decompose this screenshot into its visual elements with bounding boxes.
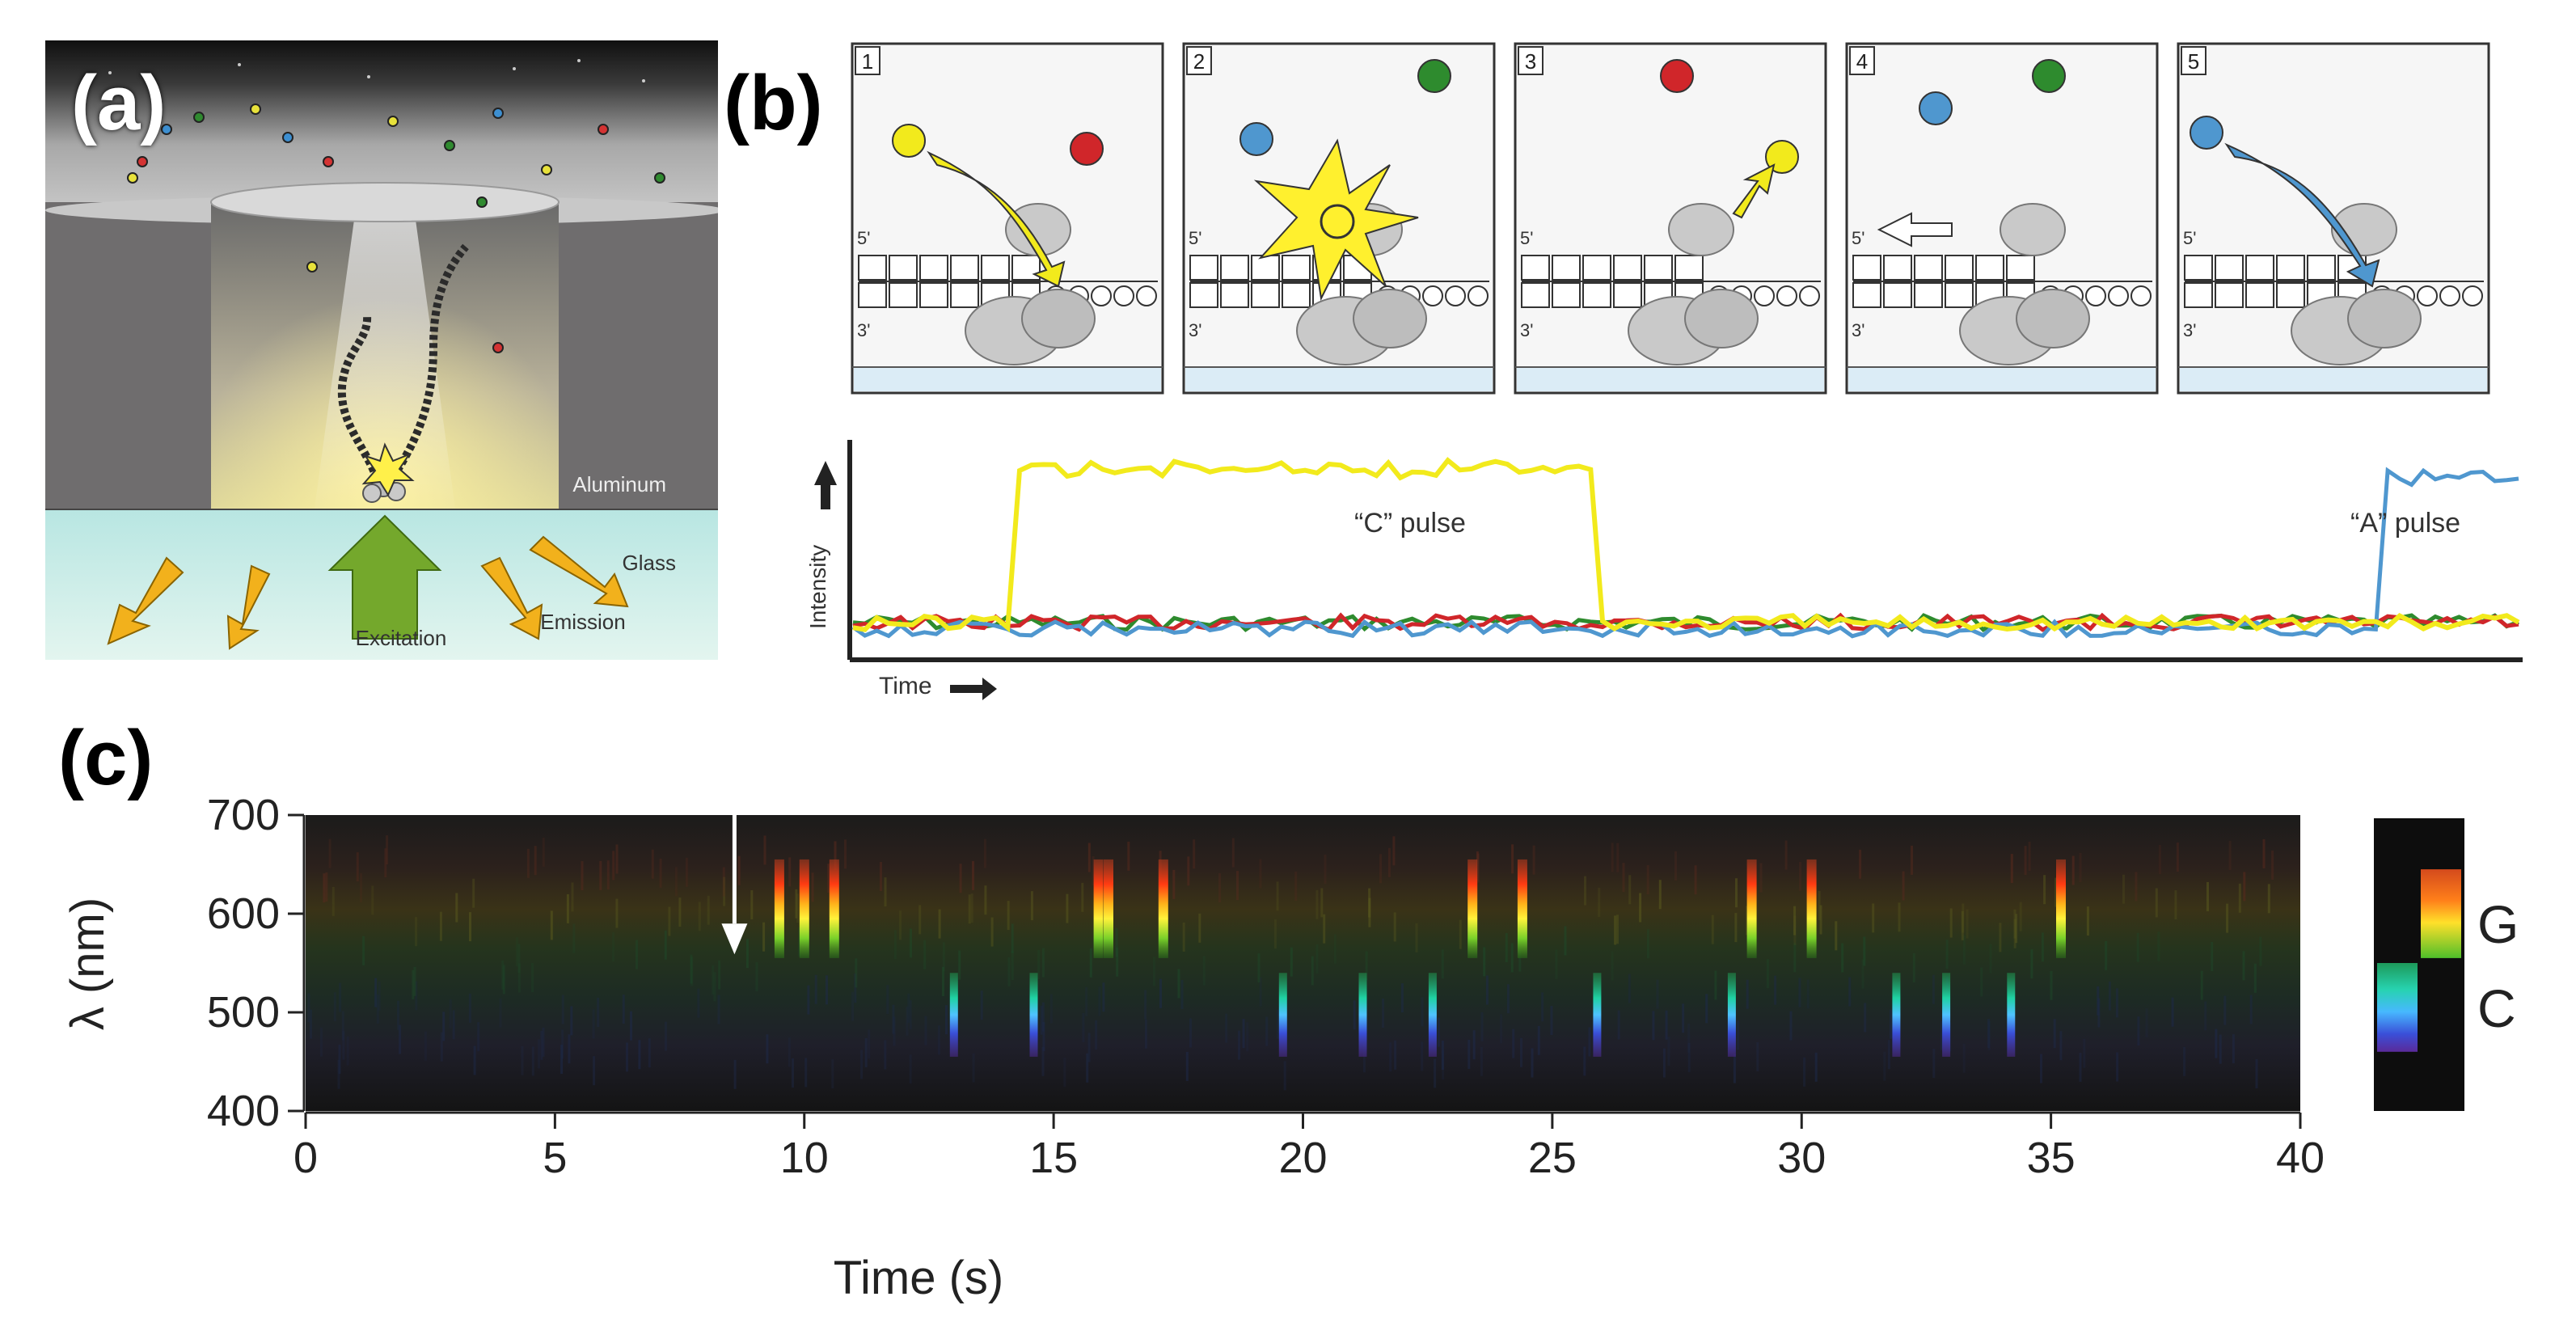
legend-c-swatch xyxy=(2377,963,2418,1052)
c-pulse xyxy=(1358,973,1367,1057)
c-pulse xyxy=(1892,973,1901,1057)
x-axis-label: Time (s) xyxy=(834,1252,1003,1304)
c-pulse xyxy=(1942,973,1951,1057)
event-arrow-head xyxy=(721,923,748,955)
c-pulse xyxy=(1428,973,1437,1057)
heatmap-background xyxy=(306,815,2300,1111)
trace-blue xyxy=(851,467,2519,639)
glass-label: Glass xyxy=(623,551,676,575)
g-pulse xyxy=(774,859,784,958)
x-tick-label: 10 xyxy=(780,1134,829,1182)
heatmap-noise xyxy=(307,835,2274,1091)
legend-label-g: G xyxy=(2477,894,2519,954)
step-box-1: 1 5' 3' xyxy=(851,42,1164,395)
three-prime-label: 3' xyxy=(857,320,870,340)
y-tick-label: 700 xyxy=(207,791,280,839)
intensity-label: Intensity xyxy=(805,545,830,629)
heatmap-legend: GC xyxy=(2374,818,2519,1111)
step-box-2: 2 5' 3' xyxy=(1182,42,1496,395)
five-prime-label: 5' xyxy=(1852,228,1864,248)
legend-g-swatch xyxy=(2421,869,2461,958)
x-tick-label: 40 xyxy=(2276,1134,2325,1182)
y-tick-label: 600 xyxy=(207,889,280,938)
panel-a-illustration: Aluminum Glass Excitation Emission xyxy=(45,40,718,660)
five-prime-label: 5' xyxy=(857,228,870,248)
five-prime-label: 5' xyxy=(1189,228,1201,248)
c-pulse xyxy=(1278,973,1287,1057)
five-prime-label: 5' xyxy=(2183,228,2196,248)
step-box-4: 4 5' 3' xyxy=(1845,42,2159,395)
legend-label-c: C xyxy=(2477,978,2516,1038)
step-number: 4 xyxy=(1856,49,1868,74)
panel-a-letter: (a) xyxy=(71,60,167,146)
time-label: Time xyxy=(879,673,932,699)
excitation-label: Excitation xyxy=(356,626,447,650)
emission-label: Emission xyxy=(540,610,625,634)
x-tick-label: 0 xyxy=(293,1134,318,1182)
panel-b-letter: (b) xyxy=(724,60,823,146)
x-tick-label: 25 xyxy=(1528,1134,1577,1182)
heatmap-axes: 0 5 10 15 20 25 30 35 40 700 600 500 400 xyxy=(207,791,2325,1182)
step-box-5: 5 5' 3' xyxy=(2177,42,2490,395)
g-pulse xyxy=(1158,859,1168,958)
three-prime-label: 3' xyxy=(2183,320,2196,340)
three-prime-label: 3' xyxy=(1520,320,1533,340)
g-pulse xyxy=(1093,859,1104,958)
aluminum-label: Aluminum xyxy=(572,472,666,496)
panel-b-trace: Intensity Time “C” pulse “A” pulse xyxy=(788,420,2535,712)
x-tick-label: 30 xyxy=(1777,1134,1826,1182)
c-pulse xyxy=(1029,973,1038,1057)
x-tick-label: 15 xyxy=(1029,1134,1078,1182)
panel-b-steps: 1 5' 3' 2 5' 3' 3 5' 3' 4 5' 3' 5 5' 3' xyxy=(851,42,2490,395)
step-box-3: 3 5' 3' xyxy=(1514,42,1827,395)
g-pulse xyxy=(1806,859,1817,958)
c-pulse xyxy=(1727,973,1736,1057)
trace-lines xyxy=(851,457,2520,639)
c-pulse xyxy=(1593,973,1602,1057)
c-pulse xyxy=(2007,973,2016,1057)
y-axis-label: λ (nm) xyxy=(61,898,114,1030)
five-prime-label: 5' xyxy=(1520,228,1533,248)
c-pulse xyxy=(949,973,958,1057)
x-tick-label: 20 xyxy=(1278,1134,1327,1182)
x-tick-label: 35 xyxy=(2027,1134,2076,1182)
g-pulse xyxy=(799,859,809,958)
x-tick-label: 5 xyxy=(543,1134,567,1182)
c-pulse-label: “C” pulse xyxy=(1354,508,1466,539)
y-tick-label: 500 xyxy=(207,988,280,1037)
trace-yellow xyxy=(852,457,2520,633)
step-number: 2 xyxy=(1193,49,1205,74)
g-pulse xyxy=(1517,859,1527,958)
heatmap-pulses xyxy=(721,813,2066,1057)
step-number: 3 xyxy=(1525,49,1536,74)
step-number: 1 xyxy=(862,49,873,74)
three-prime-label: 3' xyxy=(1852,320,1864,340)
panel-c-chart: 0 5 10 15 20 25 30 35 40 700 600 500 400 GC Time (s)… xyxy=(61,791,2519,1304)
g-pulse xyxy=(1746,859,1757,958)
g-pulse xyxy=(829,859,839,958)
g-pulse xyxy=(1104,859,1113,958)
g-pulse xyxy=(2056,859,2066,958)
step-number: 5 xyxy=(2188,49,2199,74)
panel-c-letter: (c) xyxy=(58,715,154,801)
g-pulse xyxy=(1467,859,1478,958)
y-tick-label: 400 xyxy=(207,1087,280,1135)
three-prime-label: 3' xyxy=(1189,320,1201,340)
a-pulse-label: “A” pulse xyxy=(2350,508,2460,539)
